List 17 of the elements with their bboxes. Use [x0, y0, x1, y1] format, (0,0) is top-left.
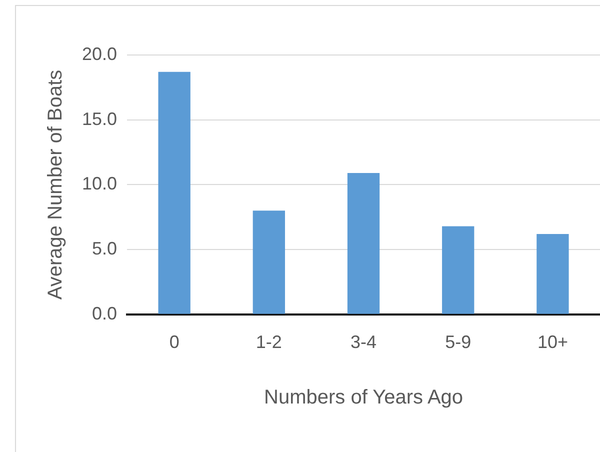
y-tick-label: 0.0: [92, 303, 118, 324]
bar: [347, 173, 380, 314]
bar: [442, 226, 474, 314]
y-tick-label: 15.0: [82, 108, 118, 129]
y-axis-title: Average Number of Boats: [44, 70, 67, 300]
x-tick-label: 0: [169, 332, 180, 352]
bar: [536, 234, 569, 314]
y-tick-label: 10.0: [82, 174, 118, 194]
x-tick-label: 5-9: [445, 332, 472, 352]
bar: [158, 72, 190, 314]
y-tick-label: 20.0: [82, 44, 118, 64]
x-tick-label: 1-2: [256, 332, 282, 352]
y-tick-label: 5.0: [92, 238, 118, 259]
bar: [252, 210, 286, 314]
x-tick-label: 3-4: [350, 332, 377, 352]
x-axis-title: Numbers of Years Ago: [264, 386, 464, 409]
x-tick-label: 10+: [537, 332, 568, 352]
